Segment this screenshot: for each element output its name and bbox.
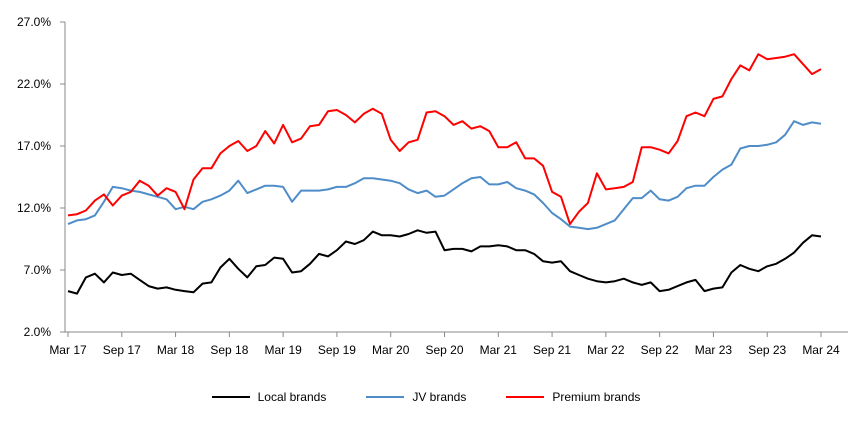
x-tick-label: Mar 19 [264, 343, 302, 357]
legend-swatch-local [211, 396, 250, 398]
x-tick-label: Sep 19 [318, 343, 356, 357]
x-tick-label: Mar 21 [480, 343, 518, 357]
legend-swatch-jv [366, 396, 405, 398]
legend-label-jv: JV brands [412, 390, 467, 404]
y-tick-label: 2.0% [24, 325, 52, 339]
y-tick-label: 17.0% [17, 139, 51, 153]
legend-item-premium: Premium brands [506, 390, 640, 404]
x-tick-label: Sep 22 [641, 343, 679, 357]
series-line-premium-brands [67, 53, 822, 226]
x-tick-label: Mar 24 [802, 343, 840, 357]
x-tick-label: Sep 23 [748, 343, 786, 357]
x-tick-label: Sep 18 [210, 343, 248, 357]
y-tick-label: 22.0% [17, 77, 51, 91]
x-tick-label: Mar 23 [695, 343, 733, 357]
legend-swatch-premium [506, 396, 545, 398]
x-tick-label: Sep 20 [425, 343, 463, 357]
series-line-local-brands [67, 229, 822, 295]
x-tick-label: Mar 17 [49, 343, 87, 357]
y-tick-label: 12.0% [17, 201, 51, 215]
x-tick-label: Mar 22 [587, 343, 625, 357]
legend-item-jv: JV brands [366, 390, 466, 404]
y-tick-label: 27.0% [17, 15, 51, 29]
legend-label-premium: Premium brands [552, 390, 641, 404]
x-tick-label: Mar 20 [372, 343, 410, 357]
series-line-jv-brands [67, 120, 822, 231]
legend: Local brands JV brands Premium brands [0, 390, 852, 404]
legend-item-local: Local brands [211, 390, 327, 404]
x-tick-label: Sep 21 [533, 343, 571, 357]
y-tick-label: 7.0% [24, 263, 52, 277]
line-chart: 2.0% 7.0% 12.0% 17.0% 22.0% 27.0% Mar 17 Sep 17… [17, 15, 848, 357]
legend-label-local: Local brands [257, 390, 327, 404]
x-tick-label: Mar 18 [157, 343, 195, 357]
x-tick-label: Sep 17 [103, 343, 141, 357]
